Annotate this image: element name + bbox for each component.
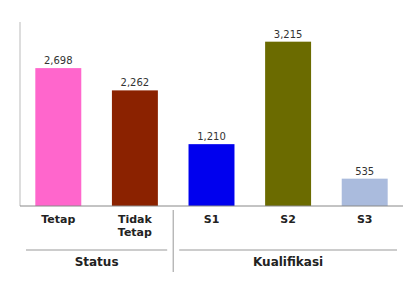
x-axis-line	[20, 206, 403, 207]
category-label-line: Tetap	[41, 213, 75, 226]
bar	[342, 179, 388, 206]
data-label: 2,262	[121, 77, 150, 88]
category-label-line: Tetap	[118, 226, 152, 239]
data-label: 535	[355, 166, 374, 177]
category-label-line: S2	[280, 213, 296, 226]
group-label: Kualifikasi	[253, 255, 323, 269]
category-label-line: S3	[357, 213, 373, 226]
group-bracket	[179, 250, 397, 251]
category-label: S2	[280, 213, 296, 226]
bars	[35, 42, 387, 206]
bar	[265, 42, 311, 206]
category-label: TidakTetap	[118, 213, 153, 239]
chart: 2,698Tetap2,262TidakTetap1,210S13,215S25…	[0, 0, 413, 288]
group-label: Status	[75, 255, 119, 269]
data-label: 2,698	[44, 55, 73, 66]
category-label-line: Tidak	[118, 213, 153, 226]
y-axis-line	[20, 22, 21, 206]
group-bracket	[26, 250, 167, 251]
category-label: S3	[357, 213, 373, 226]
category-label: S1	[204, 213, 220, 226]
group-divider	[173, 210, 174, 272]
data-label: 3,215	[274, 29, 303, 40]
bar	[189, 144, 235, 206]
bar	[35, 68, 81, 206]
category-label-line: S1	[204, 213, 220, 226]
category-label: Tetap	[41, 213, 75, 226]
data-label: 1,210	[197, 131, 226, 142]
bar	[112, 90, 158, 206]
